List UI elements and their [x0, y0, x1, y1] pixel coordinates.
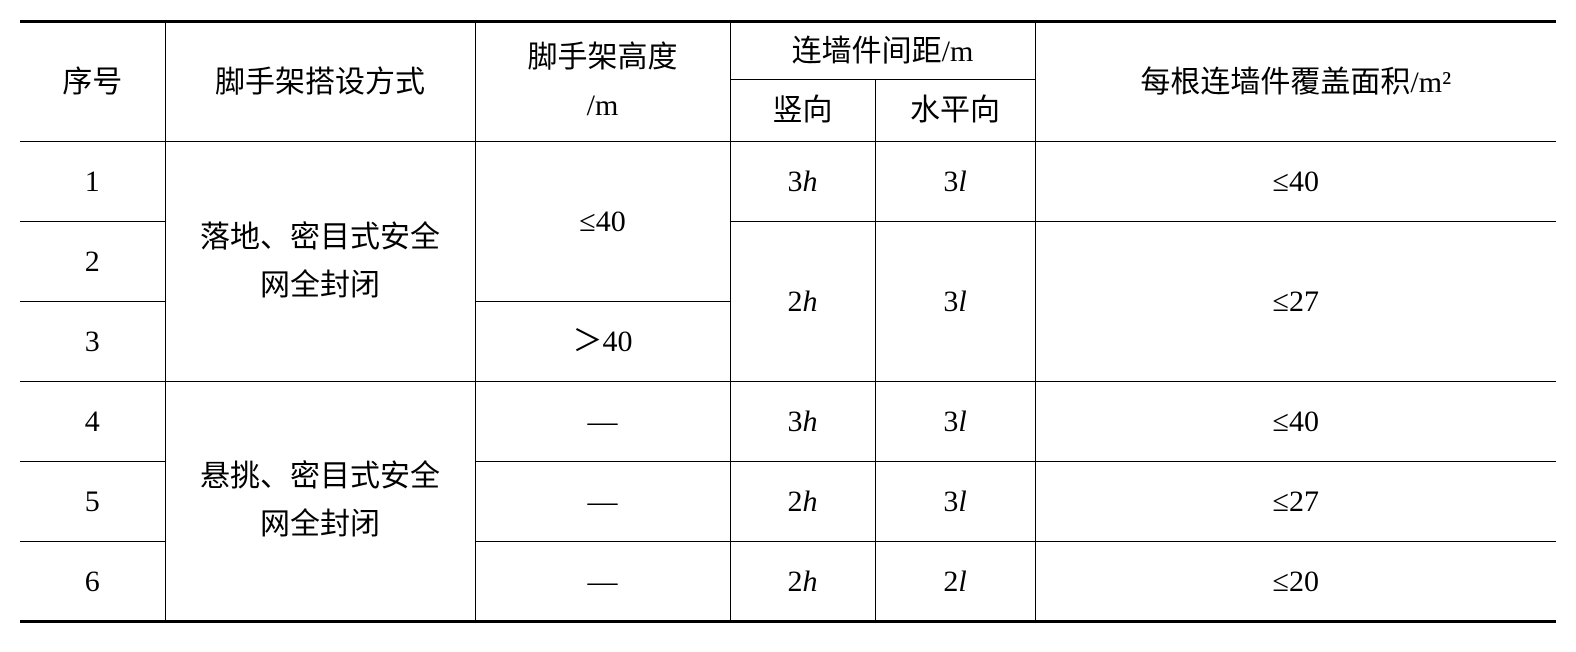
header-scaffold-height-line1: 脚手架高度: [528, 41, 678, 74]
header-serial-no: 序号: [20, 22, 165, 142]
table-row-vert: 3h: [730, 382, 875, 462]
header-scaffold-height: 脚手架高度 /m: [475, 22, 730, 142]
table-row-vert: 2h: [730, 462, 875, 542]
header-erection-method: 脚手架搭设方式: [165, 22, 475, 142]
method-line1: 落地、密目式安全: [200, 221, 440, 254]
table-row-horiz: 3l: [875, 462, 1035, 542]
table-row-vert: 2h: [730, 222, 875, 382]
table-row-height: ≤40: [475, 142, 730, 302]
method-line2: 网全封闭: [260, 269, 380, 302]
table-row-vert: 2h: [730, 542, 875, 622]
header-coverage-area: 每根连墙件覆盖面积/m²: [1035, 22, 1556, 142]
table-row-vert: 3h: [730, 142, 875, 222]
table-row-area: ≤20: [1035, 542, 1556, 622]
table-row-height: —: [475, 382, 730, 462]
method-line2: 网全封闭: [260, 508, 380, 541]
method-line1: 悬挑、密目式安全: [200, 460, 440, 493]
table-row-method-group2: 悬挑、密目式安全 网全封闭: [165, 382, 475, 622]
table-row-area: ≤40: [1035, 142, 1556, 222]
table-row-horiz: 3l: [875, 382, 1035, 462]
header-wall-tie-spacing: 连墙件间距/m: [730, 22, 1035, 80]
table-row-horiz: 3l: [875, 142, 1035, 222]
table-row-horiz: 2l: [875, 542, 1035, 622]
table-row-area: ≤27: [1035, 222, 1556, 382]
table-row-horiz: 3l: [875, 222, 1035, 382]
table-row-no: 3: [20, 302, 165, 382]
table-row-no: 5: [20, 462, 165, 542]
header-scaffold-height-line2: /m: [587, 89, 619, 122]
header-vertical: 竖向: [730, 80, 875, 142]
scaffold-wall-tie-table: 序号 脚手架搭设方式 脚手架高度 /m 连墙件间距/m 每根连墙件覆盖面积/m²…: [20, 20, 1556, 623]
table-row-area: ≤27: [1035, 462, 1556, 542]
table-row-height: —: [475, 462, 730, 542]
table-row-area: ≤40: [1035, 382, 1556, 462]
table-row-height: —: [475, 542, 730, 622]
table-row-height: ＞40: [475, 302, 730, 382]
table-row-no: 6: [20, 542, 165, 622]
table-row-method-group1: 落地、密目式安全 网全封闭: [165, 142, 475, 382]
table-row-no: 2: [20, 222, 165, 302]
table-row-no: 1: [20, 142, 165, 222]
table-row-no: 4: [20, 382, 165, 462]
header-horizontal: 水平向: [875, 80, 1035, 142]
